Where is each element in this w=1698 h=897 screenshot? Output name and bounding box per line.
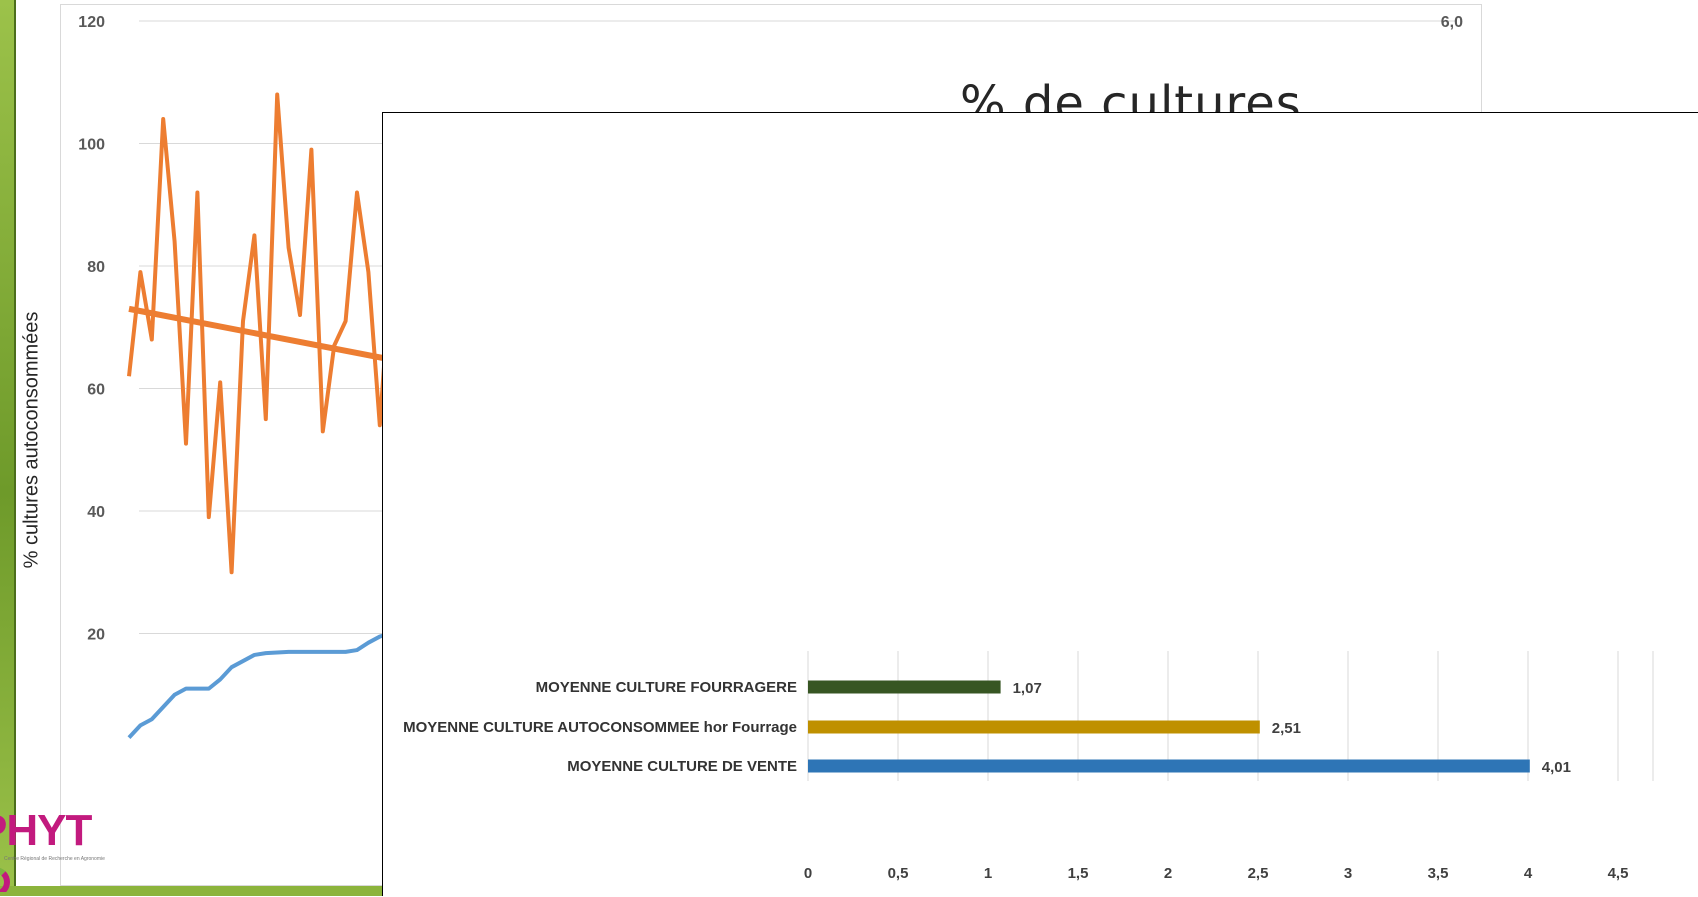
y-tick-label: 80	[87, 259, 105, 276]
x-tick-label: 1	[984, 865, 992, 882]
y-tick-label: 60	[87, 382, 105, 399]
x-tick-label: 4	[1524, 865, 1533, 882]
logo-text: PHYT	[0, 806, 92, 855]
y-tick-label: 100	[78, 137, 105, 154]
left-decorative-strip	[0, 0, 16, 896]
logo-wordmark: PHYT	[0, 806, 120, 892]
horizontal-bar-chart: 0 0,5 1 1,5 2 2,5 3 3,5 4 4,5 MOYENNE CULTURE FOUR…	[403, 651, 1654, 882]
logo-o-mark	[0, 867, 10, 892]
category-label: MOYENNE CULTURE AUTOCONSOMMEE hor Fourra…	[403, 719, 797, 736]
bar	[808, 680, 1001, 694]
category-label: MOYENNE CULTURE FOURRAGERE	[536, 679, 797, 696]
logo-subtitle: Centre Régional de Recherche en Agronomi…	[4, 856, 105, 862]
bar	[808, 720, 1260, 734]
orange-series-line	[127, 92, 416, 575]
front-bar-chart-panel: 0 0,5 1 1,5 2 2,5 3 3,5 4 4,5 MOYENNE CULTURE FOUR…	[382, 112, 1698, 896]
x-tick-label: 3,5	[1428, 865, 1449, 882]
x-tick-label: 4,5	[1608, 865, 1629, 882]
x-tick-label: 0,5	[888, 865, 909, 882]
y-tick-label: 40	[87, 504, 105, 521]
y-tick-label: 120	[78, 14, 105, 31]
y2-tick-label: 6,0	[1441, 14, 1463, 31]
bottom-decorative-strip	[0, 886, 400, 896]
x-tick-label: 3	[1344, 865, 1352, 882]
blue-series-line	[127, 625, 404, 739]
bar	[808, 759, 1530, 773]
phyto-logo: PHYT Centre Régional de Recherche en Agr…	[0, 806, 120, 892]
orange-trendline	[128, 305, 415, 367]
x-tick-label: 2	[1164, 865, 1172, 882]
x-tick-label: 0	[804, 865, 812, 882]
category-label: MOYENNE CULTURE DE VENTE	[567, 758, 797, 775]
data-label: 1,07	[1013, 680, 1042, 697]
y-axis-title: % cultures autoconsommées	[20, 311, 43, 569]
data-label: 2,51	[1272, 720, 1301, 737]
data-label: 4,01	[1542, 759, 1571, 776]
x-tick-label: 2,5	[1248, 865, 1269, 882]
y-tick-label: 20	[87, 627, 105, 644]
x-tick-label: 1,5	[1068, 865, 1089, 882]
